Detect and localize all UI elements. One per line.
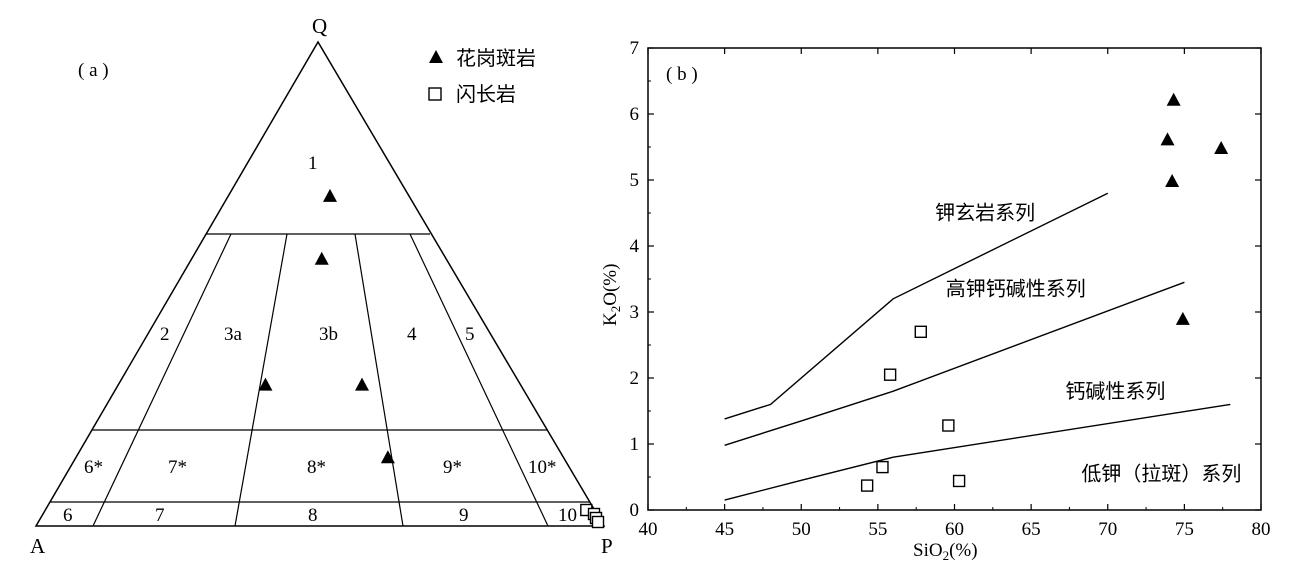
qap-ternary-diagram: ( a ) Q A P 1 2 3a 3b 4 5 6* 7* 8* 9* 10… bbox=[30, 14, 613, 558]
y-tick-label: 2 bbox=[630, 368, 640, 389]
vertex-label-q: Q bbox=[312, 14, 327, 38]
x-tick-label: 50 bbox=[792, 519, 811, 540]
qap-point-granite-porphyry bbox=[380, 450, 395, 464]
legend: 花岗斑岩 闪长岩 bbox=[428, 47, 536, 106]
x-tick-label: 60 bbox=[945, 519, 964, 540]
qap-point-granite-porphyry bbox=[355, 377, 370, 391]
point-diorite bbox=[876, 460, 889, 474]
field-label-9: 9 bbox=[459, 505, 469, 526]
vertex-label-p: P bbox=[601, 534, 613, 558]
field-label-6star: 6* bbox=[84, 457, 103, 478]
series-boundary-line-2 bbox=[724, 281, 1185, 446]
qap-data-points bbox=[258, 188, 605, 529]
point-diorite bbox=[914, 325, 927, 338]
series-boundary-lines bbox=[724, 192, 1231, 501]
qap-point-granite-porphyry bbox=[314, 251, 329, 265]
y-axis-title: K2O(%) bbox=[600, 264, 623, 326]
series-label: 低钾（拉斑）系列 bbox=[1081, 462, 1241, 485]
field-label-5: 5 bbox=[465, 324, 475, 345]
legend-marker-triangle bbox=[429, 50, 443, 63]
point-diorite bbox=[883, 368, 897, 381]
vertex-label-a: A bbox=[30, 534, 46, 558]
point-granite-porphyry bbox=[1166, 92, 1181, 106]
x-tick-label: 70 bbox=[1098, 519, 1117, 540]
field-label-7star: 7* bbox=[168, 457, 187, 478]
panel-b-label: ( b ) bbox=[666, 64, 698, 85]
qap-boundary-35 bbox=[234, 233, 288, 527]
point-diorite bbox=[952, 474, 966, 488]
field-label-8star: 8* bbox=[307, 457, 326, 478]
field-label-4: 4 bbox=[407, 324, 417, 345]
x-tick-label: 40 bbox=[639, 519, 658, 540]
series-boundary-line-1 bbox=[724, 192, 1109, 420]
legend-marker-square bbox=[428, 87, 442, 101]
x-axis-title: SiO2(%) bbox=[913, 540, 978, 563]
x-tick-label: 45 bbox=[715, 519, 734, 540]
field-label-6: 6 bbox=[63, 505, 73, 526]
x-tick-label: 80 bbox=[1252, 519, 1271, 540]
field-label-1: 1 bbox=[308, 153, 318, 174]
legend-label-granite-porphyry: 花岗斑岩 bbox=[456, 47, 536, 70]
field-label-7: 7 bbox=[155, 505, 165, 526]
y-tick-label: 4 bbox=[630, 236, 640, 257]
point-diorite bbox=[942, 419, 955, 432]
sample-points bbox=[860, 92, 1229, 492]
qap-boundary-90 bbox=[409, 233, 549, 527]
field-label-10: 10 bbox=[558, 505, 577, 526]
series-label: 钾玄岩系列 bbox=[935, 202, 1035, 225]
qap-boundary-65 bbox=[354, 233, 404, 527]
y-tick-label: 6 bbox=[630, 104, 640, 125]
point-granite-porphyry bbox=[1175, 311, 1190, 325]
y-tick-label: 1 bbox=[630, 434, 640, 455]
point-granite-porphyry bbox=[1214, 140, 1229, 154]
point-diorite bbox=[860, 479, 874, 492]
field-label-3a: 3a bbox=[224, 324, 243, 345]
field-label-3b: 3b bbox=[319, 324, 338, 345]
qap-point-diorite bbox=[591, 515, 605, 529]
x-tick-label: 75 bbox=[1175, 519, 1194, 540]
y-tick-label: 0 bbox=[630, 500, 640, 521]
field-label-10star: 10* bbox=[528, 457, 557, 478]
legend-label-diorite: 闪长岩 bbox=[456, 83, 516, 106]
series-label: 钙碱性系列 bbox=[1065, 380, 1165, 403]
y-tick-label: 3 bbox=[630, 302, 640, 323]
field-label-9star: 9* bbox=[443, 457, 462, 478]
x-tick-label: 55 bbox=[868, 519, 887, 540]
field-label-8: 8 bbox=[308, 505, 318, 526]
point-granite-porphyry bbox=[1160, 132, 1175, 146]
y-tick-label: 7 bbox=[630, 38, 640, 59]
x-tick-label: 65 bbox=[1022, 519, 1041, 540]
y-tick-label: 5 bbox=[630, 170, 640, 191]
field-label-2: 2 bbox=[160, 324, 170, 345]
panel-a-label: ( a ) bbox=[78, 60, 109, 81]
qap-point-granite-porphyry bbox=[323, 188, 337, 202]
qap-triangle-outline bbox=[34, 40, 606, 527]
series-boundary-line-3 bbox=[724, 403, 1231, 501]
qap-boundary-10 bbox=[92, 233, 232, 527]
qap-point-granite-porphyry bbox=[258, 377, 273, 391]
series-label: 高钾钙碱性系列 bbox=[946, 278, 1086, 301]
point-granite-porphyry bbox=[1165, 173, 1180, 187]
